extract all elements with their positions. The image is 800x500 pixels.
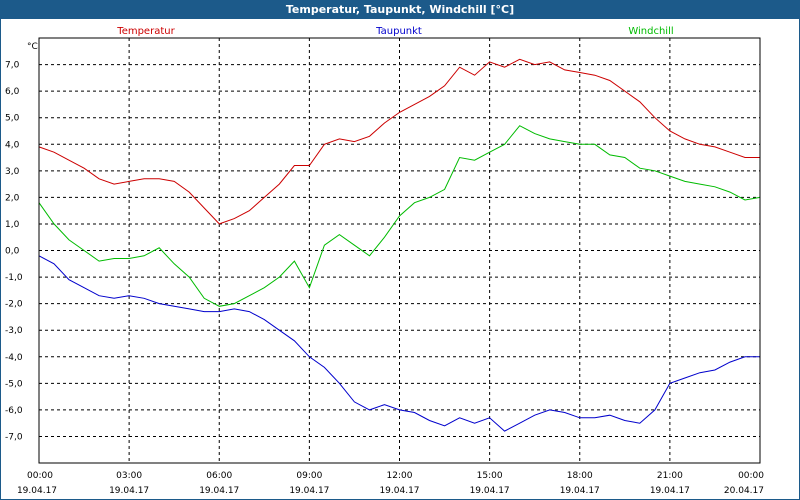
- x-tick-time: 03:00: [116, 471, 142, 481]
- x-tick-time: 15:00: [477, 471, 503, 481]
- grid-layer: [39, 38, 760, 463]
- x-tick-date: 19.04.17: [289, 486, 329, 496]
- y-tick-label: -5,0: [5, 379, 23, 389]
- series-layer: [38, 58, 761, 432]
- x-tick-date: 19.04.17: [199, 486, 239, 496]
- x-tick-date: 19.04.17: [109, 486, 149, 496]
- window-title: Temperatur, Taupunkt, Windchill [°C]: [1, 1, 799, 19]
- legend-layer: Temperatur Taupunkt Windchill: [116, 26, 673, 37]
- y-unit-label: °C: [27, 42, 38, 52]
- x-tick-date: 19.04.17: [470, 486, 510, 496]
- axis-layer: °C 7,0 6,0 5,0 4,0 3,0 2,0 1,0 0,0 -1,0 -2,0 -3,0 -4…: [5, 42, 764, 496]
- y-tick-label: 6,0: [5, 87, 20, 97]
- x-tick-time: 18:00: [567, 471, 593, 481]
- x-tick-time: 09:00: [296, 471, 322, 481]
- y-tick-label: -1,0: [5, 273, 23, 283]
- x-tick-date: 19.04.17: [17, 486, 57, 496]
- y-tick-label: 7,0: [5, 61, 20, 71]
- y-tick-label: -7,0: [5, 432, 23, 442]
- x-tick-date: 19.04.17: [379, 486, 419, 496]
- x-tick-date: 19.04.17: [650, 486, 690, 496]
- y-tick-label: -3,0: [5, 326, 23, 336]
- y-tick-label: 0,0: [5, 247, 20, 257]
- y-tick-label: 2,0: [5, 193, 20, 203]
- series-line-windchill: [38, 125, 761, 307]
- legend-taupunkt: Taupunkt: [375, 26, 422, 37]
- y-tick-label: 3,0: [5, 167, 20, 177]
- x-tick-date: 20.04.17: [724, 486, 764, 496]
- x-tick-time: 06:00: [206, 471, 232, 481]
- x-tick-time: 00:00: [738, 471, 764, 481]
- y-tick-label: -4,0: [5, 353, 23, 363]
- x-tick-time: 00:00: [27, 471, 53, 481]
- plot-frame: [38, 37, 761, 464]
- y-tick-label: -2,0: [5, 300, 23, 310]
- x-tick-date: 19.04.17: [560, 486, 600, 496]
- series-line-taupunkt: [38, 255, 760, 432]
- series-line-temperatur: [38, 58, 760, 225]
- y-tick-label: -6,0: [5, 406, 23, 416]
- x-tick-time: 21:00: [657, 471, 683, 481]
- y-tick-label: 4,0: [5, 140, 20, 150]
- x-tick-time: 12:00: [387, 471, 413, 481]
- y-tick-label: 1,0: [5, 220, 20, 230]
- y-tick-label: 5,0: [5, 114, 20, 124]
- legend-windchill: Windchill: [628, 26, 673, 37]
- legend-temperatur: Temperatur: [116, 26, 175, 37]
